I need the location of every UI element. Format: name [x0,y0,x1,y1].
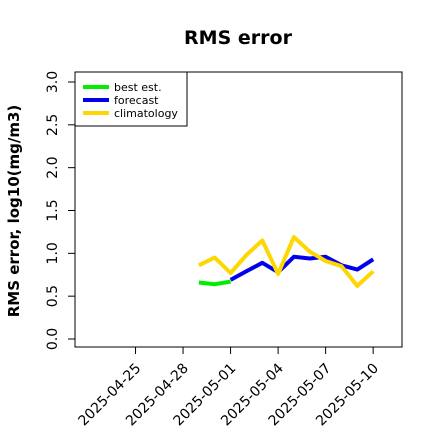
plot-area [198,235,375,288]
chart-title: RMS error [184,27,293,49]
legend-label: best est. [114,81,162,94]
legend-label: forecast [114,94,159,107]
y-axis: 0.0 0.5 1.0 1.5 2.0 2.5 3.0 [45,71,75,350]
y-tick-label: 0.0 [45,328,61,350]
y-tick-label: 3.0 [45,71,61,93]
series-line-forecast [229,254,375,282]
series-line-climatology [198,235,375,288]
series-line-best-est [198,279,231,287]
y-tick-label: 2.0 [45,157,61,179]
legend-label: climatology [114,107,178,120]
x-axis: 2025-04-252025-04-282025-05-012025-05-04… [76,347,382,429]
y-tick-label: 0.5 [45,285,61,307]
y-tick-label: 1.0 [45,242,61,264]
plot-frame [74,71,403,348]
y-tick-label: 1.5 [45,199,61,221]
y-tick-label: 2.5 [45,114,61,136]
y-axis-label: RMS error, log10(mg/m3) [5,105,23,318]
